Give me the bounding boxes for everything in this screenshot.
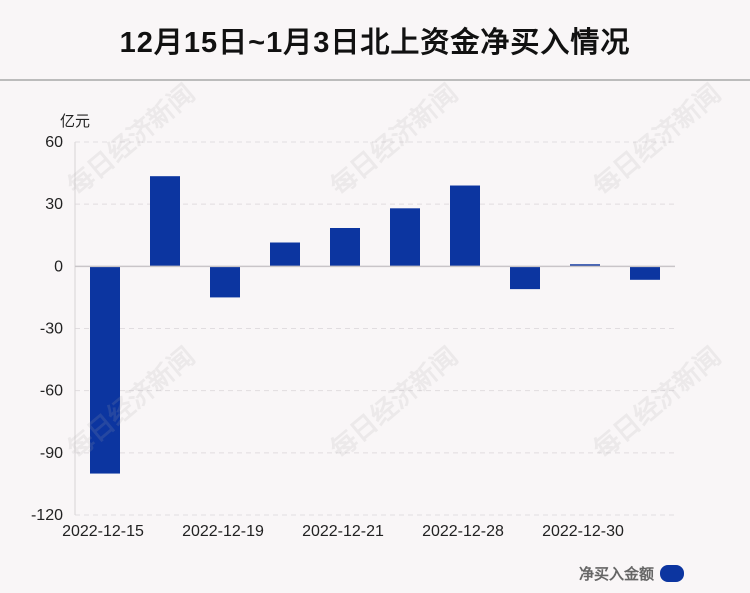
x-tick-label: 2022-12-19 <box>182 523 264 540</box>
legend-label: 净买入金额 <box>578 566 654 583</box>
y-tick-label: 0 <box>54 258 63 275</box>
bar <box>450 185 480 267</box>
bar <box>630 266 660 280</box>
y-tick-label: -120 <box>31 507 63 524</box>
y-tick-label: -60 <box>40 383 63 400</box>
legend-swatch <box>660 565 684 582</box>
bar <box>570 264 600 267</box>
y-tick-label: -30 <box>40 321 63 338</box>
x-tick-label: 2022-12-21 <box>302 523 384 540</box>
bar <box>150 176 180 267</box>
bar <box>210 266 240 298</box>
bar <box>390 208 420 267</box>
y-tick-label: 60 <box>45 134 63 151</box>
bar <box>510 266 540 290</box>
x-tick-label: 2022-12-15 <box>62 523 144 540</box>
x-tick-label: 2022-12-28 <box>422 523 504 540</box>
y-tick-label: -90 <box>40 445 63 462</box>
y-tick-label: 30 <box>45 196 63 213</box>
bar <box>270 242 300 267</box>
bar <box>330 227 360 267</box>
legend: 净买入金额 <box>579 563 684 584</box>
title-bar: 12月15日~1月3日北上资金净买入情况 <box>0 0 750 81</box>
x-tick-label: 2022-12-30 <box>542 523 624 540</box>
bar <box>90 266 120 474</box>
chart-title: 12月15日~1月3日北上资金净买入情况 <box>119 26 631 59</box>
y-axis-label: 亿元 <box>60 113 90 130</box>
